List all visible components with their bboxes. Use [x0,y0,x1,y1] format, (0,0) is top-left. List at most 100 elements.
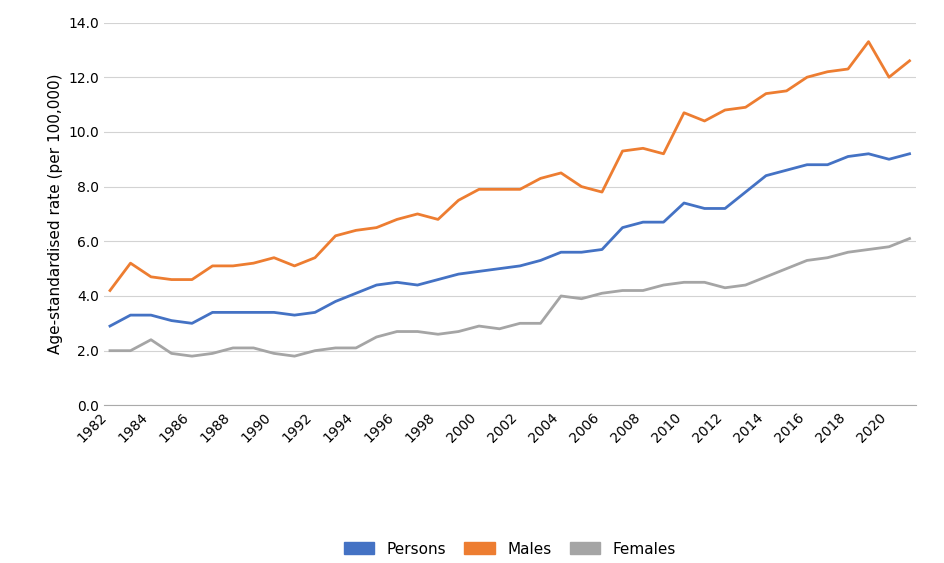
Males [392,216,403,223]
Males [186,276,197,283]
Females [329,345,341,351]
Males [842,66,853,73]
Males [863,38,874,45]
Females [597,290,608,297]
Persons [555,249,566,256]
Persons [166,317,177,324]
Persons [412,282,423,288]
Persons [371,282,382,288]
Females [494,325,505,332]
Males [145,274,157,280]
Females [781,265,792,272]
Persons [392,279,403,285]
Persons [597,246,608,253]
Persons [801,162,813,168]
Females [268,350,279,357]
Males [616,148,628,154]
Y-axis label: Age-standardised rate (per 100,000): Age-standardised rate (per 100,000) [48,74,62,354]
Females [555,293,566,300]
Persons [719,205,731,212]
Females [842,249,853,256]
Males [125,260,136,266]
Persons [884,156,895,163]
Females [350,345,362,351]
Males [371,224,382,231]
Males [781,87,792,94]
Males [740,104,751,111]
Males [228,262,239,269]
Females [616,287,628,294]
Persons [637,219,649,226]
Persons [432,276,444,283]
Persons [576,249,587,256]
Males [658,150,669,157]
Females [535,320,547,327]
Females [473,323,484,329]
Males [248,260,260,266]
Persons [289,312,300,319]
Females [760,274,771,280]
Males [453,197,464,204]
Males [494,186,505,193]
Females [658,282,669,288]
Persons [842,153,853,160]
Persons [125,312,136,319]
Females [392,328,403,335]
Females [228,345,239,351]
Males [289,262,300,269]
Persons [740,189,751,195]
Females [145,336,157,343]
Females [740,282,751,288]
Persons [760,172,771,179]
Persons [822,162,834,168]
Persons [248,309,260,316]
Persons [679,200,690,207]
Legend: Persons, Males, Females: Persons, Males, Females [338,535,682,563]
Females [412,328,423,335]
Females [514,320,526,327]
Females [371,334,382,341]
Females [719,284,731,291]
Males [329,233,341,239]
Females [166,350,177,357]
Persons [658,219,669,226]
Males [350,227,362,234]
Females [863,246,874,253]
Males [432,216,444,223]
Line: Males: Males [110,42,909,291]
Persons [535,257,547,264]
Males [105,287,116,294]
Females [801,257,813,264]
Females [207,350,218,357]
Males [760,90,771,97]
Females [679,279,690,285]
Males [207,262,218,269]
Persons [473,268,484,275]
Line: Persons: Persons [110,154,909,326]
Persons [699,205,710,212]
Persons [494,265,505,272]
Females [637,287,649,294]
Persons [207,309,218,316]
Persons [616,224,628,231]
Males [310,254,321,261]
Males [719,106,731,113]
Persons [329,298,341,305]
Males [514,186,526,193]
Males [801,74,813,81]
Males [268,254,279,261]
Females [453,328,464,335]
Line: Females: Females [110,239,909,356]
Males [637,145,649,151]
Persons [863,150,874,157]
Males [679,109,690,116]
Males [473,186,484,193]
Females [125,347,136,354]
Males [884,74,895,81]
Males [822,68,834,75]
Males [699,118,710,124]
Males [576,183,587,190]
Females [432,331,444,338]
Persons [781,167,792,173]
Females [822,254,834,261]
